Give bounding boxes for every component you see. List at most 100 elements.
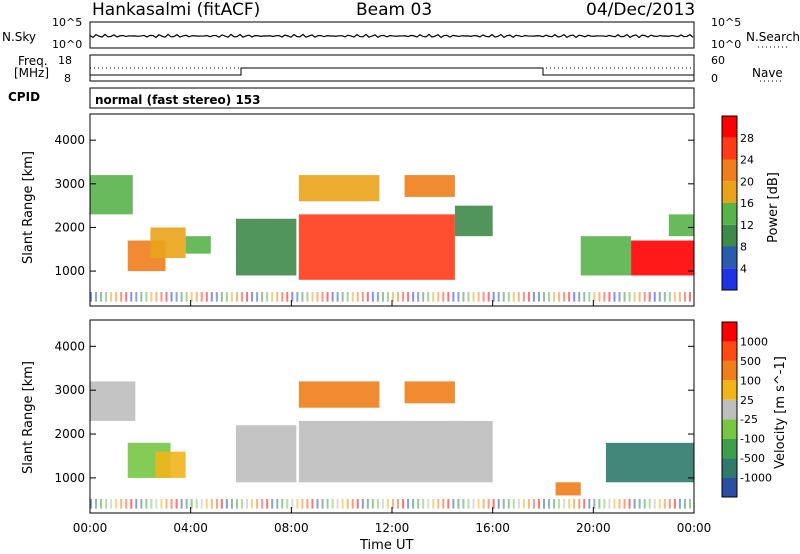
nsky-tick-bottom: 10^0 xyxy=(52,38,83,51)
time-tick-label: 20:00 xyxy=(576,521,611,535)
power-noise-cell xyxy=(492,292,495,302)
velocity-noise-cell xyxy=(512,498,515,509)
velocity-noise-cell xyxy=(537,498,540,509)
power-noise-cell xyxy=(266,292,269,302)
power-noise-cell xyxy=(502,292,505,302)
power-noise-cell xyxy=(286,292,289,302)
power-colorbar-swatch xyxy=(722,224,737,247)
power-colorbar-tick: 24 xyxy=(740,154,754,167)
power-noise-cell xyxy=(558,292,561,302)
velocity-noise-cell xyxy=(678,498,681,509)
nsky-tick-top: 10^5 xyxy=(52,16,83,29)
velocity-noise-cell xyxy=(447,498,450,509)
power-noise-cell xyxy=(220,292,223,302)
velocity-noise-cell xyxy=(251,498,254,509)
velocity-noise-cell xyxy=(432,498,435,509)
power-noise-cell xyxy=(588,292,591,302)
velocity-noise-cell xyxy=(291,498,294,509)
velocity-noise-cell xyxy=(668,498,671,509)
freq-label-1: Freq. xyxy=(18,54,48,68)
time-tick-label: 00:00 xyxy=(73,521,108,535)
power-noise-cell xyxy=(230,292,233,302)
velocity-noise-cell xyxy=(437,498,440,509)
velocity-colorbar-tick: 500 xyxy=(740,355,761,368)
time-tick-label: 08:00 xyxy=(274,521,309,535)
velocity-scatter-region xyxy=(555,482,581,496)
power-noise-cell xyxy=(291,292,294,302)
power-noise-cell xyxy=(568,292,571,302)
velocity-noise-cell xyxy=(492,498,495,509)
power-noise-cell xyxy=(507,292,510,302)
power-noise-cell xyxy=(190,292,193,302)
power-ytick-label: 2000 xyxy=(54,220,85,234)
power-scatter-region xyxy=(90,175,133,215)
velocity-noise-cell xyxy=(120,498,123,509)
velocity-background xyxy=(90,320,694,513)
velocity-noise-cell xyxy=(235,498,238,509)
power-noise-cell xyxy=(593,292,596,302)
power-scatter-region xyxy=(631,240,694,276)
velocity-noise-cell xyxy=(175,498,178,509)
velocity-noise-cell xyxy=(467,498,470,509)
power-noise-cell xyxy=(306,292,309,302)
velocity-noise-cell xyxy=(603,498,606,509)
power-noise-cell xyxy=(618,292,621,302)
power-noise-cell xyxy=(210,292,213,302)
velocity-colorbar-swatch xyxy=(722,360,737,381)
velocity-colorbar-swatch xyxy=(722,341,737,361)
power-noise-cell xyxy=(688,292,691,302)
power-noise-cell xyxy=(170,292,173,302)
velocity-noise-cell xyxy=(160,498,163,509)
power-noise-cell xyxy=(145,292,148,302)
velocity-noise-cell xyxy=(170,498,173,509)
velocity-noise-cell xyxy=(351,498,354,509)
power-scatter-region xyxy=(185,236,211,254)
velocity-noise-cell xyxy=(210,498,213,509)
velocity-noise-cell xyxy=(507,498,510,509)
power-colorbar-frame xyxy=(721,115,738,291)
power-noise-cell xyxy=(246,292,249,302)
power-scatter-region xyxy=(454,205,493,237)
velocity-noise-cell xyxy=(663,498,666,509)
velocity-noise-cell xyxy=(527,498,530,509)
velocity-noise-cell xyxy=(331,498,334,509)
power-noise-cell xyxy=(648,292,651,302)
power-colorbar-swatch xyxy=(722,116,737,138)
power-noise-cell xyxy=(326,292,329,302)
power-noise-cell xyxy=(422,292,425,302)
power-scatter-region xyxy=(404,175,455,197)
power-noise-cell xyxy=(261,292,264,302)
power-noise-cell xyxy=(371,292,374,302)
power-noise-cell xyxy=(432,292,435,302)
power-scatter-region xyxy=(150,227,186,258)
power-noise-cell xyxy=(155,292,158,302)
power-noise-cell xyxy=(653,292,656,302)
power-noise-cell xyxy=(100,292,103,302)
power-noise-cell xyxy=(613,292,616,302)
velocity-noise-cell xyxy=(321,498,324,509)
velocity-noise-cell xyxy=(543,498,545,509)
velocity-noise-cell xyxy=(301,498,304,509)
power-noise-cell xyxy=(472,292,475,302)
velocity-noise-cell xyxy=(241,498,243,509)
nave-trace xyxy=(90,67,694,76)
velocity-noise-cell xyxy=(95,498,98,509)
power-noise-cell xyxy=(175,292,178,302)
power-noise-cell xyxy=(467,292,470,302)
velocity-noise-cell xyxy=(613,498,616,509)
velocity-colorbar-tick: -1000 xyxy=(740,472,772,485)
power-noise-cell xyxy=(603,292,606,302)
cpid-text: normal (fast stereo) 153 xyxy=(95,93,261,107)
freq-tick-top: 18 xyxy=(58,54,72,67)
time-xlabel: Time UT xyxy=(360,538,414,553)
power-noise-cell xyxy=(130,292,133,302)
velocity-noise-cell xyxy=(185,498,188,509)
velocity-noise-cell xyxy=(346,498,349,509)
velocity-noise-cell xyxy=(381,498,384,509)
velocity-colorbar-swatch xyxy=(722,458,737,478)
power-noise-cell xyxy=(487,292,490,302)
velocity-noise-cell xyxy=(286,498,289,509)
velocity-noise-cell xyxy=(452,498,455,509)
velocity-noise-cell xyxy=(371,498,374,509)
